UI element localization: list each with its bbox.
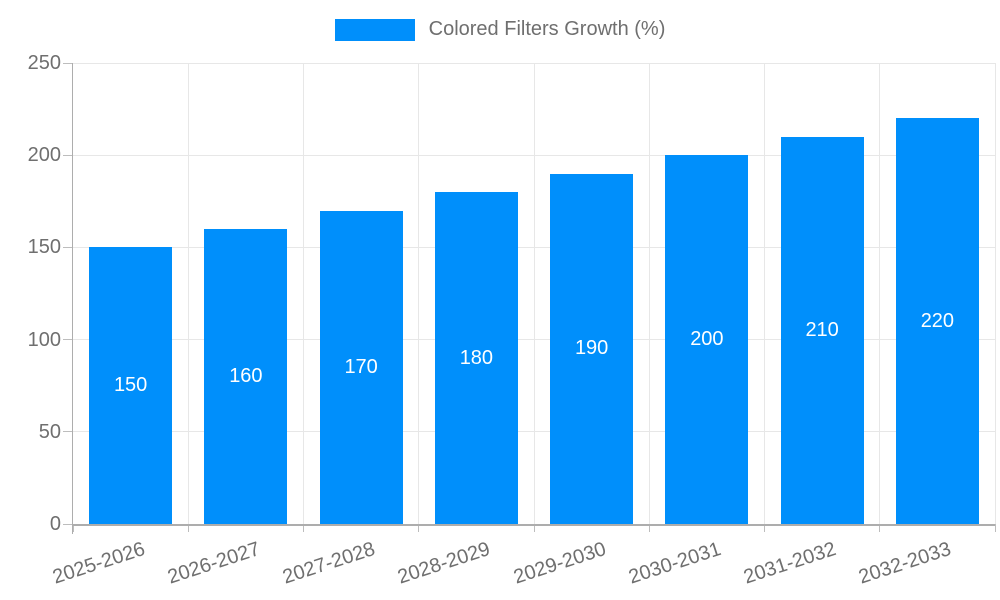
legend-marker-swatch bbox=[334, 18, 415, 41]
y-axis-tick-200 bbox=[63, 154, 73, 156]
gridline-vertical-2 bbox=[303, 63, 304, 524]
x-axis-tick-1 bbox=[187, 524, 189, 532]
gridline-vertical-8 bbox=[994, 63, 996, 524]
x-axis-tick-8 bbox=[994, 524, 996, 532]
gridline-vertical-7 bbox=[879, 63, 881, 524]
legend-item[interactable]: Colored Filters Growth (%) bbox=[334, 18, 666, 41]
gridline-vertical-6 bbox=[764, 63, 765, 524]
x-axis-tick-2 bbox=[303, 524, 304, 532]
legend-series-label: Colored Filters Growth (%) bbox=[428, 18, 666, 40]
x-axis-tick-6 bbox=[764, 524, 765, 532]
y-axis-tick-150 bbox=[63, 246, 73, 248]
y-axis-tick-0 bbox=[63, 523, 73, 525]
bar-value-label-2030-2031: 200 bbox=[690, 328, 724, 351]
legend: Colored Filters Growth (%) bbox=[0, 18, 1000, 41]
bar-2025-2026[interactable]: 150 bbox=[89, 247, 173, 524]
bar-2032-2033[interactable]: 220 bbox=[895, 118, 979, 524]
x-axis-tick-0 bbox=[72, 524, 74, 532]
bar-value-label-2026-2027: 160 bbox=[229, 364, 263, 387]
y-axis-label-200: 200 bbox=[27, 144, 61, 167]
gridline-vertical-5 bbox=[648, 63, 650, 524]
bar-value-label-2031-2032: 210 bbox=[805, 318, 839, 341]
bar-2031-2032[interactable]: 210 bbox=[780, 136, 864, 524]
y-axis-label-0: 0 bbox=[49, 513, 61, 535]
bar-value-label-2029-2030: 190 bbox=[574, 337, 609, 360]
bar-value-label-2025-2026: 150 bbox=[113, 374, 148, 397]
bar-value-label-2028-2029: 180 bbox=[459, 346, 494, 369]
bar-2026-2027[interactable]: 160 bbox=[204, 228, 288, 524]
y-axis-label-150: 150 bbox=[27, 236, 61, 259]
gridline-vertical-3 bbox=[418, 63, 420, 524]
bar-value-label-2032-2033: 220 bbox=[920, 309, 955, 332]
x-axis-tick-4 bbox=[533, 524, 535, 532]
x-axis-tick-5 bbox=[648, 524, 650, 532]
y-axis-tick-250 bbox=[63, 62, 73, 64]
bar-2030-2031[interactable]: 200 bbox=[665, 155, 749, 524]
y-axis-tick-100 bbox=[63, 339, 73, 341]
bar-value-label-2027-2028: 170 bbox=[344, 355, 378, 378]
y-axis-label-100: 100 bbox=[27, 328, 61, 351]
x-axis-line bbox=[72, 524, 995, 526]
gridline-vertical-4 bbox=[533, 63, 535, 524]
y-axis-line bbox=[72, 63, 73, 534]
bar-2027-2028[interactable]: 170 bbox=[319, 210, 403, 524]
x-axis-tick-7 bbox=[879, 524, 881, 532]
gridline-vertical-1 bbox=[187, 63, 189, 524]
bar-2028-2029[interactable]: 180 bbox=[434, 192, 518, 524]
y-axis-tick-50 bbox=[63, 431, 73, 433]
bar-2029-2030[interactable]: 190 bbox=[550, 173, 634, 524]
y-axis-label-50: 50 bbox=[38, 420, 61, 443]
y-axis-label-250: 250 bbox=[27, 52, 61, 74]
x-axis-tick-3 bbox=[418, 524, 420, 532]
